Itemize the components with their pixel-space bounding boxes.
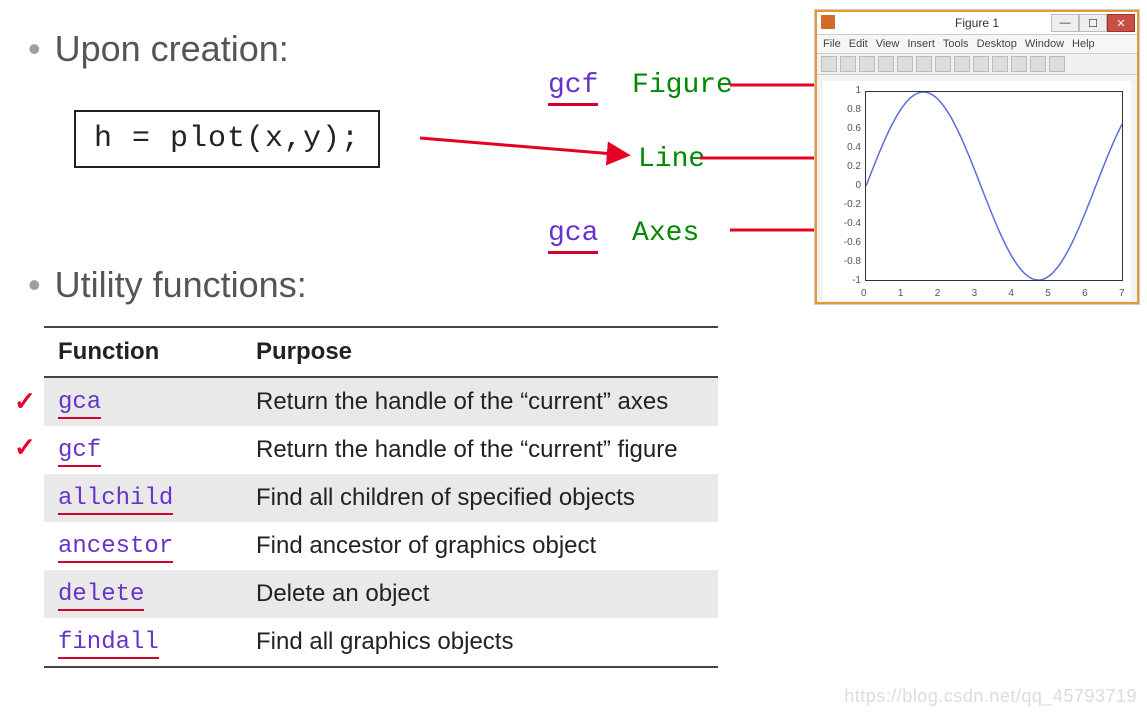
y-tick-label: 0.2 (827, 161, 861, 172)
toolbar-icon[interactable] (954, 56, 970, 72)
y-tick-label: 1 (827, 85, 861, 96)
fn-name: gca (58, 389, 101, 419)
gca-code: gca (548, 218, 598, 254)
y-tick-label: 0 (827, 180, 861, 191)
x-tick-label: 6 (1082, 288, 1088, 299)
table-row: delete Delete an object (44, 570, 718, 618)
gca-label: gca Axes (548, 218, 699, 249)
figwin-app-icon (821, 15, 835, 29)
y-tick-label: -0.4 (827, 218, 861, 229)
section2-text: Utility functions: (55, 264, 307, 305)
close-button[interactable]: ✕ (1107, 14, 1135, 32)
toolbar-icon[interactable] (1049, 56, 1065, 72)
line-name: Line (638, 144, 705, 175)
sine-curve (866, 92, 1122, 280)
y-tick-label: -0.6 (827, 237, 861, 248)
checkmark-gca: ✓ (14, 386, 36, 417)
x-tick-label: 7 (1119, 288, 1125, 299)
checkmark-gcf: ✓ (14, 432, 36, 463)
toolbar-icon[interactable] (821, 56, 837, 72)
menu-item[interactable]: Edit (849, 38, 868, 50)
x-tick-label: 1 (898, 288, 904, 299)
fn-name: findall (58, 629, 159, 659)
fn-purpose: Find ancestor of graphics object (242, 522, 718, 570)
fn-name: delete (58, 581, 144, 611)
y-tick-label: 0.8 (827, 104, 861, 115)
toolbar-icon[interactable] (992, 56, 1008, 72)
menu-item[interactable]: View (876, 38, 900, 50)
menu-item[interactable]: Insert (907, 38, 935, 50)
toolbar-icon[interactable] (973, 56, 989, 72)
gcf-code: gcf (548, 70, 598, 106)
toolbar-icon[interactable] (916, 56, 932, 72)
maximize-button[interactable]: ☐ (1079, 14, 1107, 32)
watermark: https://blog.csdn.net/qq_45793719 (844, 686, 1137, 707)
menu-item[interactable]: File (823, 38, 841, 50)
figwin-toolbar[interactable] (817, 54, 1137, 75)
y-tick-label: -1 (827, 275, 861, 286)
x-tick-label: 2 (935, 288, 941, 299)
fn-name: gcf (58, 437, 101, 467)
section1-heading: • Upon creation: (28, 28, 289, 70)
fn-name: ancestor (58, 533, 173, 563)
section1-text: Upon creation: (55, 28, 289, 69)
table-row: gcf Return the handle of the “current” f… (44, 426, 718, 474)
table-row: gca Return the handle of the “current” a… (44, 377, 718, 426)
figwin-titlebar[interactable]: Figure 1 — ☐ ✕ (817, 12, 1137, 35)
gcf-name: Figure (632, 70, 733, 101)
y-tick-label: 0.4 (827, 142, 861, 153)
line-label: Line (638, 144, 705, 175)
menu-item[interactable]: Tools (943, 38, 969, 50)
toolbar-icon[interactable] (935, 56, 951, 72)
fn-purpose: Return the handle of the “current” figur… (242, 426, 718, 474)
fn-name: allchild (58, 485, 173, 515)
table-row: ancestor Find ancestor of graphics objec… (44, 522, 718, 570)
minimize-button[interactable]: — (1051, 14, 1079, 32)
toolbar-icon[interactable] (1011, 56, 1027, 72)
fn-purpose: Return the handle of the “current” axes (242, 377, 718, 426)
x-tick-label: 0 (861, 288, 867, 299)
y-tick-label: -0.2 (827, 199, 861, 210)
toolbar-icon[interactable] (859, 56, 875, 72)
y-tick-label: -0.8 (827, 256, 861, 267)
code-box: h = plot(x,y); (74, 110, 380, 168)
toolbar-icon[interactable] (840, 56, 856, 72)
table-row: findall Find all graphics objects (44, 618, 718, 667)
menu-item[interactable]: Help (1072, 38, 1095, 50)
figwin-menubar[interactable]: File Edit View Insert Tools Desktop Wind… (817, 35, 1137, 54)
table-row: allchild Find all children of specified … (44, 474, 718, 522)
menu-item[interactable]: Desktop (977, 38, 1017, 50)
section2-heading: • Utility functions: (28, 264, 307, 306)
gca-name: Axes (632, 218, 699, 249)
gcf-label: gcf Figure (548, 70, 733, 101)
x-tick-label: 4 (1008, 288, 1014, 299)
toolbar-icon[interactable] (1030, 56, 1046, 72)
x-tick-label: 5 (1045, 288, 1051, 299)
code-text: h = plot(x,y); (94, 122, 360, 156)
menu-item[interactable]: Window (1025, 38, 1064, 50)
figwin-title: Figure 1 (955, 16, 999, 30)
toolbar-icon[interactable] (897, 56, 913, 72)
fn-purpose: Delete an object (242, 570, 718, 618)
fn-purpose: Find all graphics objects (242, 618, 718, 667)
bullet-dot: • (28, 264, 41, 305)
th-function: Function (44, 327, 242, 377)
table-header-row: Function Purpose (44, 327, 718, 377)
axes-box (865, 91, 1123, 281)
figure-window: Figure 1 — ☐ ✕ File Edit View Insert Too… (815, 10, 1139, 304)
y-tick-label: 0.6 (827, 123, 861, 134)
th-purpose: Purpose (242, 327, 718, 377)
x-tick-label: 3 (972, 288, 978, 299)
bullet-dot: • (28, 28, 41, 69)
plot-area: -1 -0.8 -0.6 -0.4 -0.2 0 0.2 0.4 0.6 0.8 1 0 1 2 3 4 5 6… (823, 81, 1131, 301)
toolbar-icon[interactable] (878, 56, 894, 72)
fn-purpose: Find all children of specified objects (242, 474, 718, 522)
functions-table: Function Purpose gca Return the handle o… (44, 326, 718, 668)
